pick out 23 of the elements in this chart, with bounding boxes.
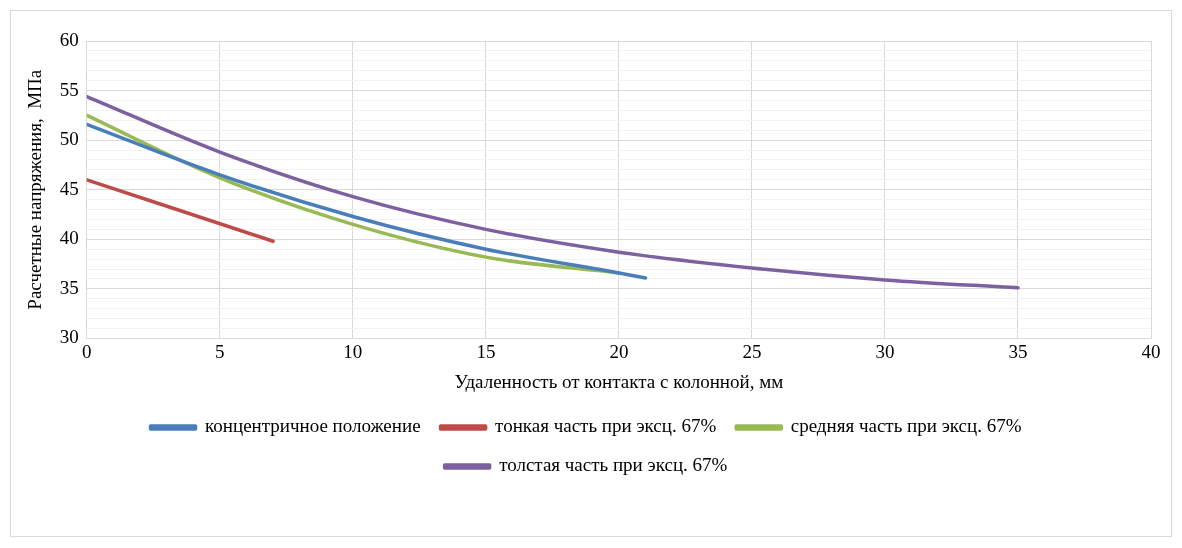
x-tick-label: 15 [476, 340, 496, 362]
x-axis-title: Удаленность от контакта с колонной, мм [454, 370, 784, 392]
legend-label: толстая часть при эксц. 67% [499, 454, 728, 476]
legend-label: концентричное положение [205, 415, 421, 437]
x-tick-label: 10 [343, 340, 363, 362]
x-tick-label: 0 [82, 340, 92, 362]
legend-label: тонкая часть при эксц. 67% [495, 415, 717, 437]
line-series [86, 94, 1020, 290]
x-tick-label: 5 [215, 340, 225, 362]
x-tick-label: 30 [875, 340, 895, 362]
y-tick-label: 55 [59, 78, 79, 100]
legend-label: средняя часть при эксц. 67% [790, 415, 1022, 437]
y-tick-label: 45 [59, 177, 79, 199]
x-tick-label: 35 [1008, 340, 1028, 362]
y-tick-label: 60 [59, 28, 79, 50]
y-tick-label: 35 [59, 276, 79, 298]
y-tick-label: 50 [59, 128, 79, 150]
y-axis-title: Расчетные напряжения, МПа [24, 69, 46, 310]
x-tick-label: 20 [609, 340, 629, 362]
x-tick-label: 25 [742, 340, 762, 362]
y-tick-label: 40 [59, 227, 79, 249]
x-tick-label: 40 [1141, 340, 1161, 362]
y-tick-label: 30 [59, 326, 79, 348]
